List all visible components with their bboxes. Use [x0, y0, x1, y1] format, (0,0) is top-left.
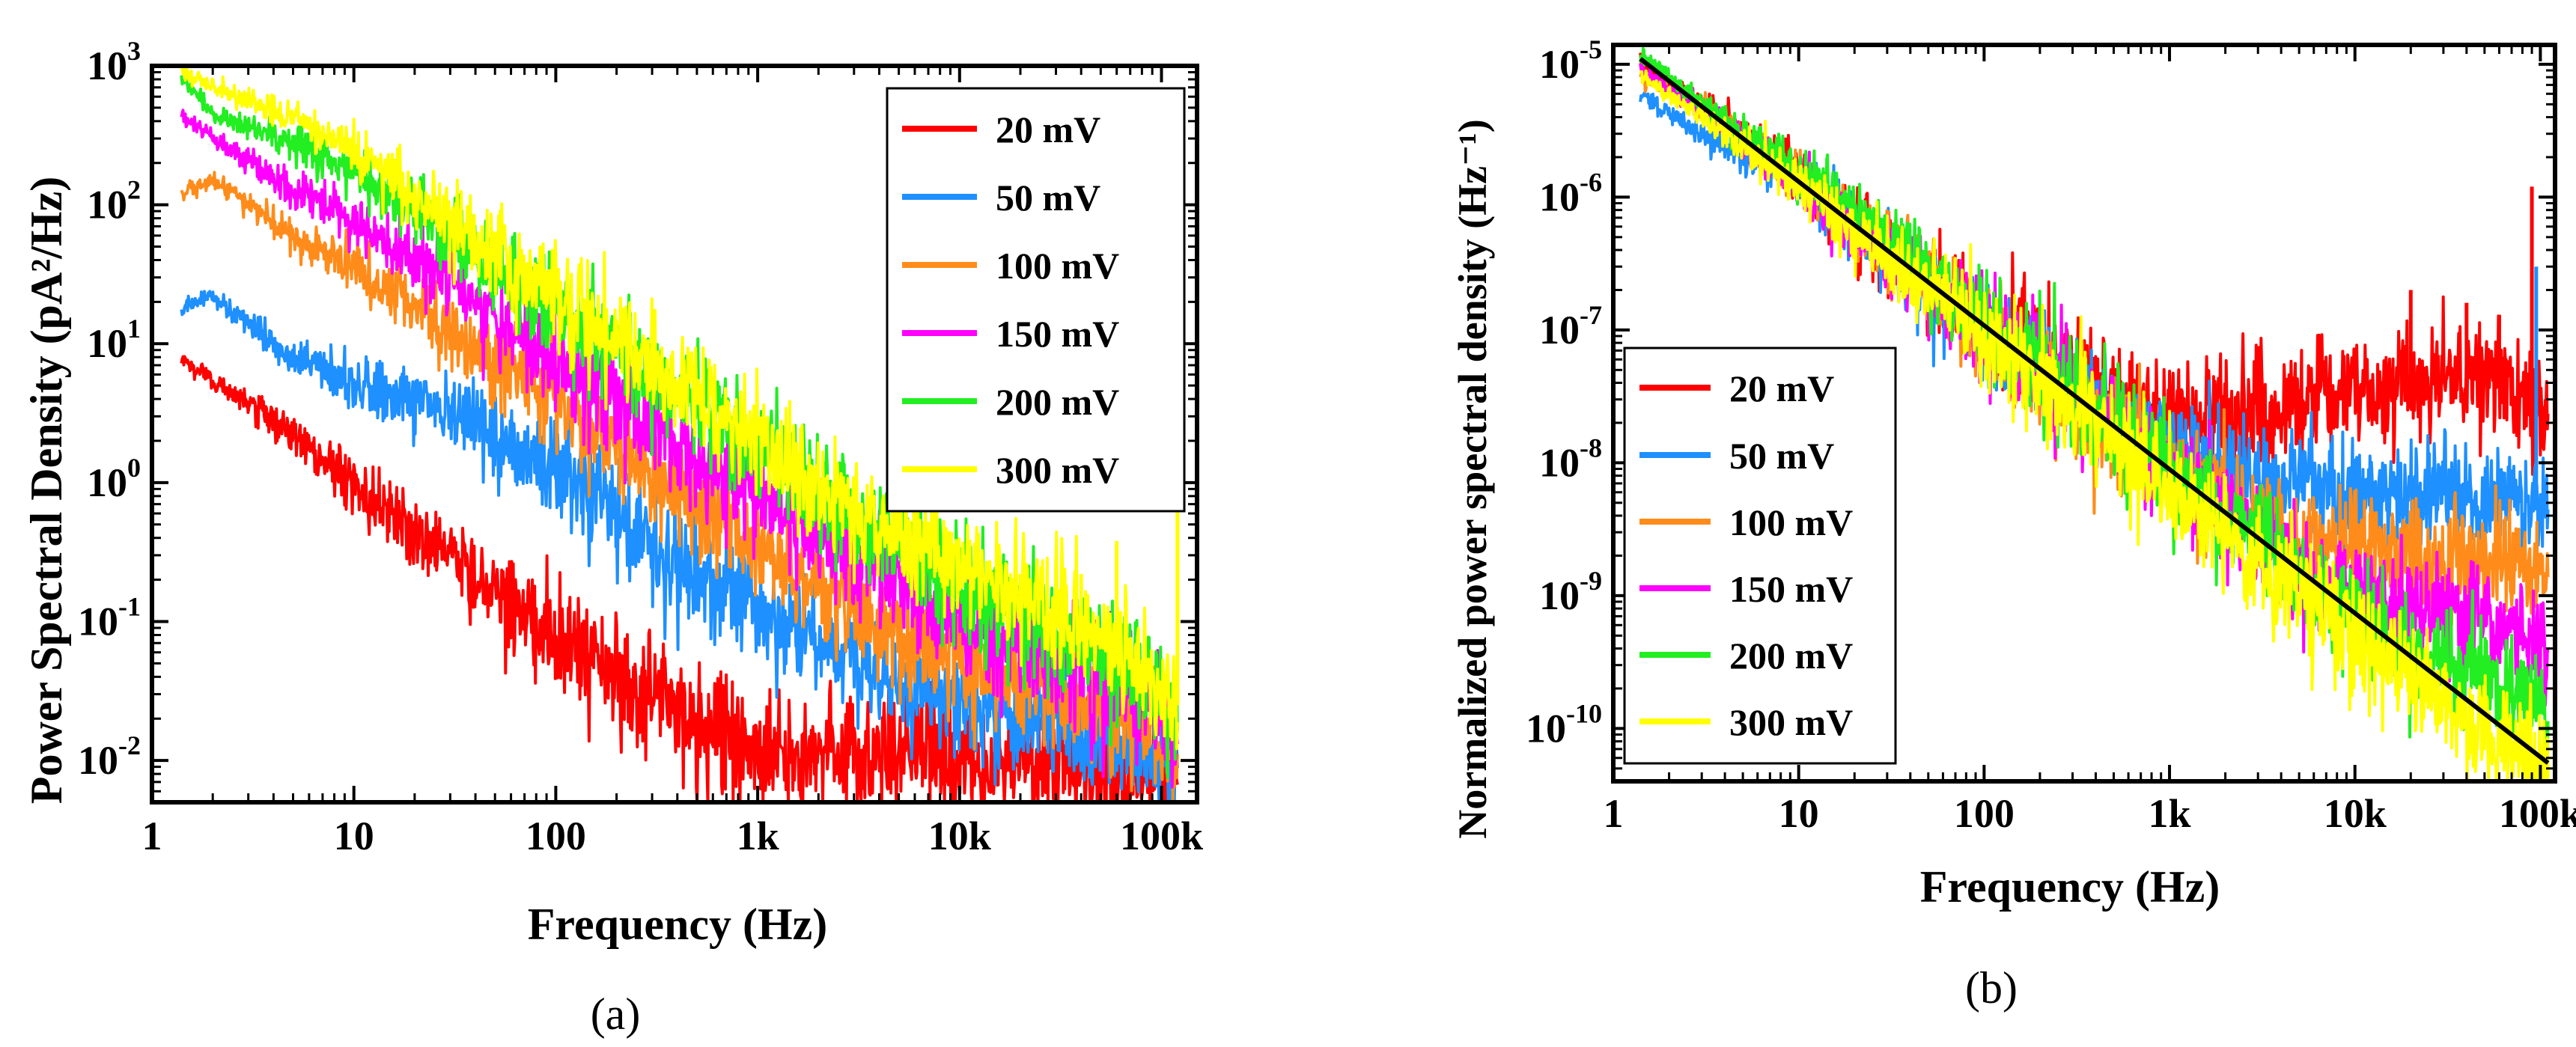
- panel-b-x-tick-label: 1: [1604, 791, 1624, 836]
- panel-b-fit-line: [1639, 57, 2550, 765]
- panel-b-legend: 20 mV 50 mV 100 mV 150 mV 200 mV 300 mV: [1623, 347, 1897, 765]
- panel-b-y-tick-label: 10-9: [1539, 566, 1602, 618]
- panel-a-x-axis-title: Frequency (Hz): [528, 900, 827, 949]
- panel-a-y-tick-label: 10-2: [78, 730, 141, 783]
- panel-a-label: (a): [591, 989, 641, 1039]
- panel-a-plot-frame: [150, 64, 1199, 805]
- panel-b-legend-label-200mv: 200 mV: [1729, 635, 1853, 677]
- panel-a-series-50mv: [180, 290, 1179, 802]
- panel-b-y-tick-label: 10-5: [1539, 34, 1602, 87]
- panel-b-legend-label-20mv: 20 mV: [1729, 367, 1834, 409]
- panel-a-y-tick-label: 101: [87, 314, 141, 366]
- panel-b-legend-label-50mv: 50 mV: [1729, 435, 1834, 477]
- panel-a-legend-label-20mv: 20 mV: [996, 109, 1100, 150]
- panel-b-x-tick-label: 10: [1779, 791, 1819, 836]
- panel-a-legend-label-150mv: 150 mV: [996, 313, 1119, 355]
- panel-a-x-tick-label: 1k: [737, 814, 779, 858]
- panel-a-series-layer: [180, 66, 1180, 802]
- panel-b-y-axis-title: Normalized power spectral density (Hz⁻¹): [1450, 119, 1495, 839]
- panel-b-legend-label-100mv: 100 mV: [1729, 501, 1853, 543]
- panel-a-series-20mv: [180, 355, 1179, 802]
- panel-a-x-tick-label: 10: [334, 814, 374, 858]
- panel-a-x-tick-label: 100: [526, 814, 586, 858]
- panel-b-x-tick-label: 1k: [2149, 791, 2191, 836]
- panel-b-y-tick-label: 10-6: [1539, 167, 1602, 219]
- panel-a-chart: 1 10 100 1k 10k 100k 10-2 10-1 100 101 102 103 20 m…: [22, 36, 1203, 1039]
- panel-a-legend: 20 mV 50 mV 100 mV 150 mV 200 mV 300 mV: [886, 87, 1186, 513]
- panel-a-y-tick-label: 100: [87, 453, 141, 505]
- panel-a-x-tick-label: 1: [142, 814, 162, 858]
- panel-a-x-tick-label: 100k: [1120, 814, 1203, 858]
- panel-a-legend-label-50mv: 50 mV: [996, 177, 1100, 219]
- panel-b-plot-frame: [1611, 43, 2557, 784]
- panel-b-x-axis-title: Frequency (Hz): [1920, 862, 2220, 912]
- panel-a-series-100mv: [180, 171, 1179, 802]
- panel-a-legend-box: [886, 87, 1186, 513]
- panel-a-y-tick-label: 103: [87, 36, 141, 88]
- panel-a-legend-label-200mv: 200 mV: [996, 381, 1119, 423]
- panel-b-chart: 1 10 100 1k 10k 100k 10-10 10-9 10-8 10-7 10-6 10-5…: [1450, 34, 2576, 1013]
- panel-b-x-tick-label: 10k: [2324, 791, 2387, 836]
- panel-b-y-tick-label: 10-8: [1539, 433, 1602, 485]
- panel-a-y-tick-label: 102: [87, 175, 141, 228]
- panel-b-x-tick-label: 100: [1954, 791, 2015, 836]
- panel-b-x-tick-label: 100k: [2499, 791, 2576, 836]
- panel-a-legend-label-300mv: 300 mV: [996, 449, 1119, 491]
- panel-b-series-layer: [1639, 46, 2550, 781]
- panel-a-y-tick-label: 10-1: [78, 591, 141, 644]
- panel-a-series-300mv: [180, 66, 1179, 751]
- panel-b-legend-label-150mv: 150 mV: [1729, 568, 1853, 610]
- panel-b-legend-box: [1623, 347, 1897, 765]
- panel-a-legend-label-100mv: 100 mV: [996, 245, 1119, 287]
- panel-b-series-300mv: [1639, 69, 2550, 781]
- panel-a-y-axis-title: Power Spectral Density (pA²/Hz): [22, 177, 71, 804]
- panel-b-legend-label-300mv: 300 mV: [1729, 701, 1853, 743]
- panel-b-y-tick-label: 10-10: [1526, 698, 1602, 751]
- panel-b-label: (b): [1965, 963, 2018, 1013]
- panel-a-x-tick-label: 10k: [928, 814, 991, 858]
- panel-b-y-tick-label: 10-7: [1539, 300, 1602, 352]
